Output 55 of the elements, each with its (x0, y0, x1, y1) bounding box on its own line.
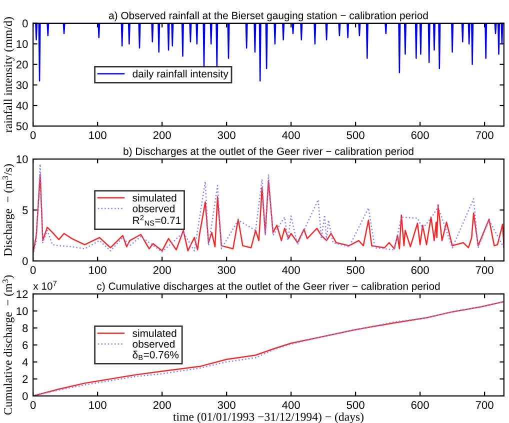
x-tick-label: 600 (411, 401, 429, 409)
y-axis-title: Cumulative discharge − (m$^{3}$) (2, 275, 14, 415)
x-tick-label: 100 (89, 401, 106, 409)
y-tick-label: 10 (16, 307, 28, 316)
x-tick-label: 0 (30, 401, 36, 409)
legend-label: observed (132, 340, 174, 348)
x-tick-label: 100 (89, 266, 106, 274)
x-tick-label: 0 (30, 266, 36, 274)
y-tick-label: 10 (16, 155, 28, 164)
y-tick-label: 6 (22, 341, 28, 350)
x-axis-title: time (01/01/1993 −31/12/1994) − (days) (173, 412, 364, 423)
x-tick-label: 200 (153, 131, 171, 140)
y-tick-label: 12 (16, 290, 28, 298)
x-tick-label: 400 (282, 131, 300, 140)
chart-title: b) Discharges at the outlet of the Geer river − calibration period (124, 147, 414, 158)
x-tick-label: 400 (282, 401, 300, 409)
y-tick-label: 30 (16, 81, 28, 90)
x-tick-label: 500 (346, 131, 364, 140)
x-tick-label: 700 (476, 266, 494, 274)
annotation: δ$_{B}$=0.76% (132, 350, 179, 360)
y-tick-label: 5 (22, 206, 28, 214)
y-tick-label: 0 (22, 20, 28, 28)
x-tick-label: 500 (346, 401, 364, 409)
x-tick-label: 300 (218, 131, 236, 140)
legend-label: simulated (132, 194, 176, 202)
x-tick-label: 300 (218, 401, 236, 409)
annotation: R$^{2}$$_{NS}$=0.71 (133, 215, 181, 226)
legend-label: observed (132, 204, 174, 212)
y-tick-label: 8 (22, 324, 28, 332)
x-tick-label: 200 (153, 266, 171, 274)
y-tick-label: 0 (22, 392, 28, 400)
x-tick-label: 700 (476, 401, 494, 409)
x-tick-label: 600 (411, 266, 429, 274)
y-axis-title: Discharge − (m$^{3}$/s) (2, 164, 14, 256)
y-tick-label: 20 (16, 60, 28, 69)
y-axis-title: rainfall intensity (mm/d) (4, 17, 14, 132)
text: x 10$^{7}$ (33, 280, 57, 290)
y-tick-label: 4 (22, 358, 28, 366)
x-tick-label: 200 (153, 401, 171, 409)
chart-title: a) Observed rainfall at the Bierset gauging station − calibration period (108, 12, 428, 22)
chart-title: c) Cumulative discharges at the outlet of the Geer river − calibration period (97, 282, 440, 292)
x-tick-label: 700 (476, 131, 494, 140)
y-tick-label: 0 (22, 257, 28, 266)
x-tick-label: 300 (218, 266, 236, 274)
legend-label: simulated (132, 329, 176, 337)
legend-label: daily rainfall intensity (132, 70, 228, 80)
y-tick-label: 40 (16, 102, 28, 110)
x-tick-label: 600 (411, 131, 429, 140)
x-tick-label: 100 (89, 131, 106, 140)
y-tick-label: 10 (16, 40, 28, 48)
x-tick-label: 400 (282, 266, 300, 274)
x-tick-label: 500 (346, 266, 364, 274)
y-tick-label: 50 (16, 122, 28, 130)
x-tick-label: 0 (30, 131, 36, 140)
y-tick-label: 2 (22, 375, 28, 383)
